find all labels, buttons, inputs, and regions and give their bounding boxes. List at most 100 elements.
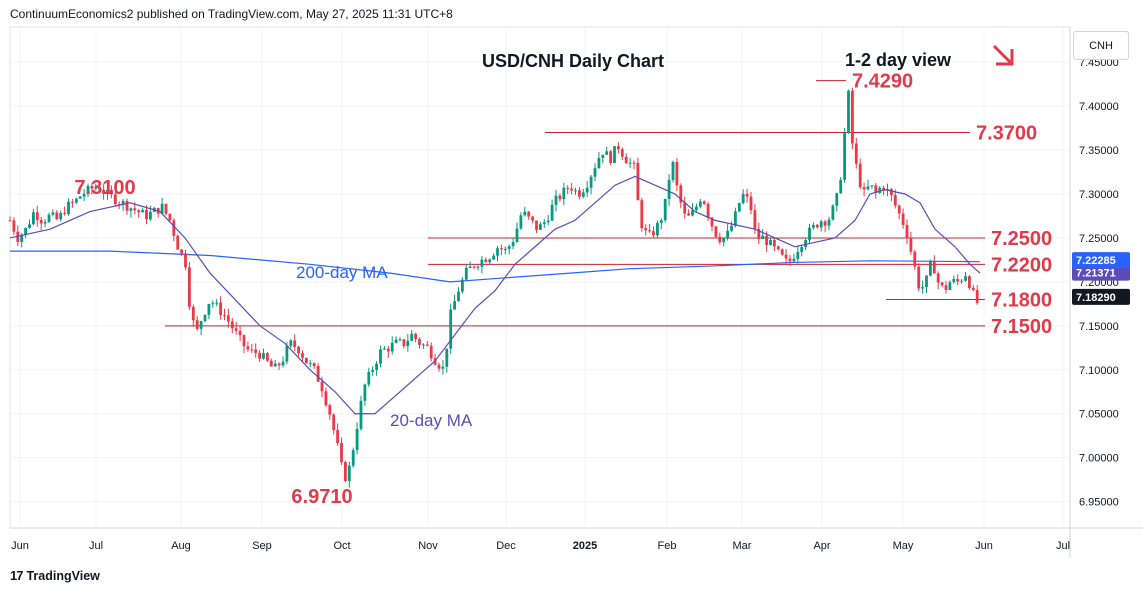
candle-body — [59, 213, 63, 220]
last-price-tag: 7.18290 — [1076, 292, 1116, 304]
candle-body — [176, 235, 180, 250]
ma20-label: 20-day MA — [390, 411, 473, 430]
candle-body — [542, 222, 546, 225]
tradingview-logo-text: TradingView — [26, 568, 100, 583]
chart-subtitle: 1-2 day view — [845, 50, 952, 70]
candle-body — [347, 465, 351, 481]
candle-body — [145, 209, 148, 220]
candle-body — [12, 220, 16, 232]
candle-body — [246, 346, 250, 350]
candle-body — [636, 162, 640, 201]
annotation-high-2024: 7.3100 — [74, 177, 135, 199]
candle-body — [929, 260, 932, 276]
x-tick-label: 2025 — [573, 540, 597, 552]
candle-body — [211, 303, 215, 305]
candle-body — [207, 303, 211, 315]
y-tick-label: 7.15000 — [1079, 321, 1119, 333]
candle-body — [305, 357, 308, 364]
candle-body — [574, 190, 577, 192]
candle-body — [340, 443, 343, 463]
candle-body — [975, 290, 979, 303]
candle-body — [831, 205, 835, 220]
level-label: 7.2500 — [991, 228, 1052, 250]
candle-body — [507, 246, 511, 249]
candle-body — [531, 216, 534, 221]
candle-body — [570, 188, 573, 191]
last-price-tag-bg — [1072, 288, 1130, 305]
candle-body — [355, 428, 359, 451]
candle-body — [815, 224, 819, 228]
tradingview-logo[interactable]: 17 TradingView — [10, 568, 100, 583]
candle-body — [441, 366, 445, 369]
candle-body — [523, 211, 527, 216]
candle-body — [722, 237, 726, 243]
candle-body — [394, 339, 398, 343]
candle-body — [862, 187, 866, 190]
candle-body — [238, 330, 242, 336]
candle-body — [671, 161, 675, 180]
candle-body — [344, 462, 347, 481]
candle-body — [500, 248, 503, 250]
candle-body — [71, 201, 74, 203]
candle-body — [285, 345, 289, 362]
plot-frame — [9, 26, 1071, 529]
price-axis[interactable]: 7.450007.400007.350007.300007.250007.200… — [1072, 57, 1130, 509]
candle-body — [609, 151, 612, 163]
candle-body — [67, 201, 70, 214]
candle-body — [90, 185, 94, 189]
candle-body — [203, 314, 207, 322]
candle-body — [745, 193, 749, 197]
symbol-box[interactable]: CNH — [1073, 31, 1129, 60]
candle-body — [453, 301, 456, 310]
time-axis[interactable]: Jun Jul Aug Sep Oct Nov Dec 2025 Feb Mar Apr May Jun… — [11, 540, 1070, 552]
x-tick-label: Sep — [252, 540, 272, 552]
candle-body — [242, 335, 246, 347]
candle-body — [909, 237, 913, 252]
candle-body — [266, 353, 269, 361]
candle-body — [617, 146, 620, 150]
candle-body — [948, 282, 952, 290]
candle-body — [293, 340, 297, 347]
y-tick-label: 7.05000 — [1079, 409, 1119, 421]
candle-body — [98, 186, 102, 190]
candle-body — [593, 168, 597, 177]
candle-body — [172, 220, 176, 236]
ma200-label: 200-day MA — [296, 263, 388, 282]
ma200-price-tag: 7.22285 — [1076, 255, 1116, 267]
candle-body — [168, 213, 172, 221]
candle-body — [558, 195, 562, 200]
candle-body — [624, 156, 628, 164]
candle-body — [106, 189, 109, 194]
level-lines — [165, 80, 985, 327]
candle-body — [656, 222, 659, 236]
candle-body — [480, 259, 484, 267]
level-label: 7.4290 — [852, 71, 913, 93]
candle-body — [464, 268, 468, 280]
y-tick-label: 7.00000 — [1079, 453, 1119, 465]
candle-body — [78, 196, 82, 199]
candle-body — [320, 381, 324, 392]
x-tick-label: Jul — [89, 540, 103, 552]
candle-body — [43, 221, 47, 224]
candle-body — [578, 190, 581, 197]
candle-body — [597, 157, 601, 169]
candle-body — [336, 430, 339, 444]
candle-body — [675, 161, 679, 186]
candle-body — [328, 405, 332, 415]
candle-body — [457, 291, 460, 302]
candle-body — [932, 260, 936, 274]
candle-body — [632, 162, 636, 164]
candle-body — [195, 320, 199, 329]
candle-body — [312, 363, 316, 367]
candle-body — [589, 176, 593, 188]
candle-body — [663, 198, 667, 221]
candle-body — [870, 185, 874, 187]
candle-body — [854, 143, 858, 164]
candle-body — [882, 187, 885, 191]
candle-body — [566, 187, 570, 189]
candle-body — [800, 246, 804, 253]
candle-body — [367, 371, 371, 385]
candle-body — [277, 363, 281, 366]
candle-body — [554, 195, 558, 205]
